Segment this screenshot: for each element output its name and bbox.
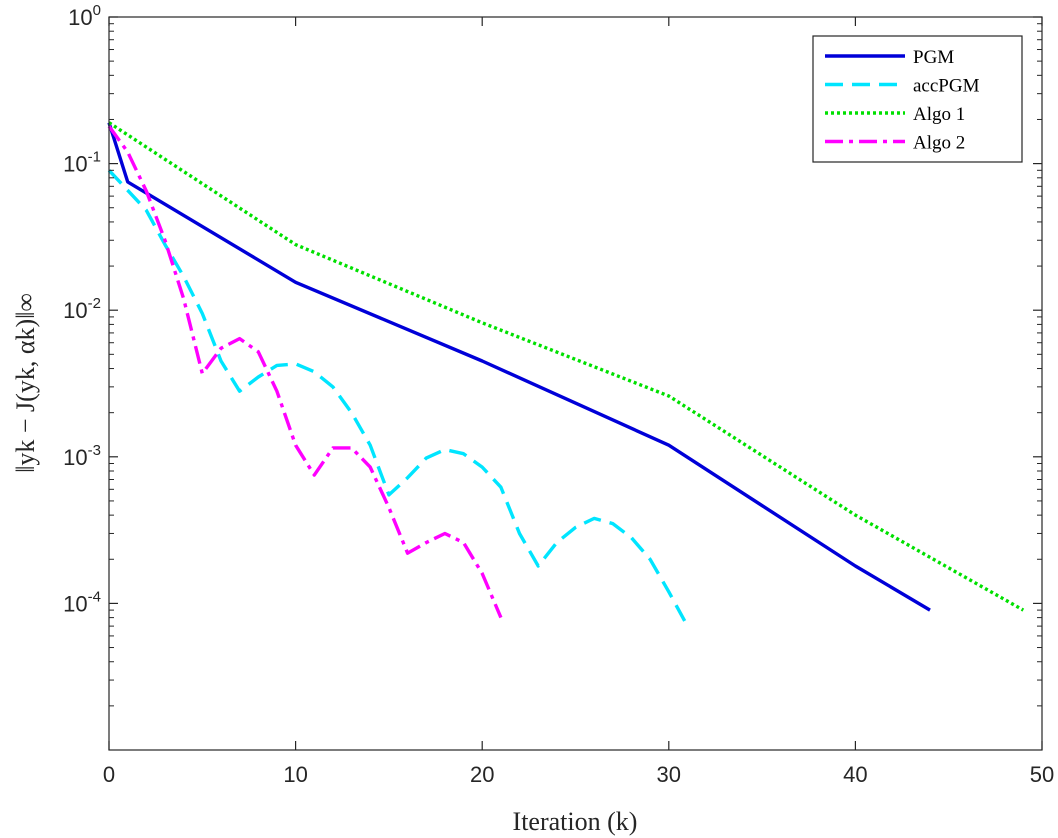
x-axis-label: Iteration (k) — [513, 807, 638, 836]
legend-label-3: Algo 2 — [913, 133, 965, 154]
x-tick-label-5: 50 — [1030, 762, 1054, 787]
y-tick-label-2: 10-2 — [63, 295, 101, 323]
legend-label-0: PGM — [913, 47, 954, 68]
series-layer — [107, 121, 1025, 627]
axes-layer — [108, 16, 1043, 751]
series-line-1 — [107, 169, 689, 627]
x-tick-label-0: 0 — [103, 762, 115, 787]
series-line-3 — [107, 125, 503, 619]
ticks-layer: 0 10 20 30 40 50 100 10-1 10-2 10-3 10-4 — [63, 2, 1054, 787]
series-line-0 — [107, 122, 931, 612]
legend-label-2: Algo 1 — [913, 104, 965, 125]
axes-box — [108, 16, 1043, 751]
x-tick-label-4: 40 — [843, 762, 867, 787]
legend: PGM accPGM Algo 1 Algo 2 — [812, 35, 1023, 163]
x-tick-label-1: 10 — [283, 762, 307, 787]
x-tick-label-3: 30 — [657, 762, 681, 787]
y-tick-label-0: 100 — [68, 2, 101, 30]
x-tick-label-2: 20 — [470, 762, 494, 787]
legend-label-1: accPGM — [913, 76, 980, 97]
y-tick-label-3: 10-3 — [63, 442, 101, 470]
y-tick-label-4: 10-4 — [63, 588, 101, 616]
y-tick-label-1: 10-1 — [63, 149, 101, 177]
y-axis-label: ‖yk − J(yk, αk)‖∞ — [11, 293, 40, 473]
